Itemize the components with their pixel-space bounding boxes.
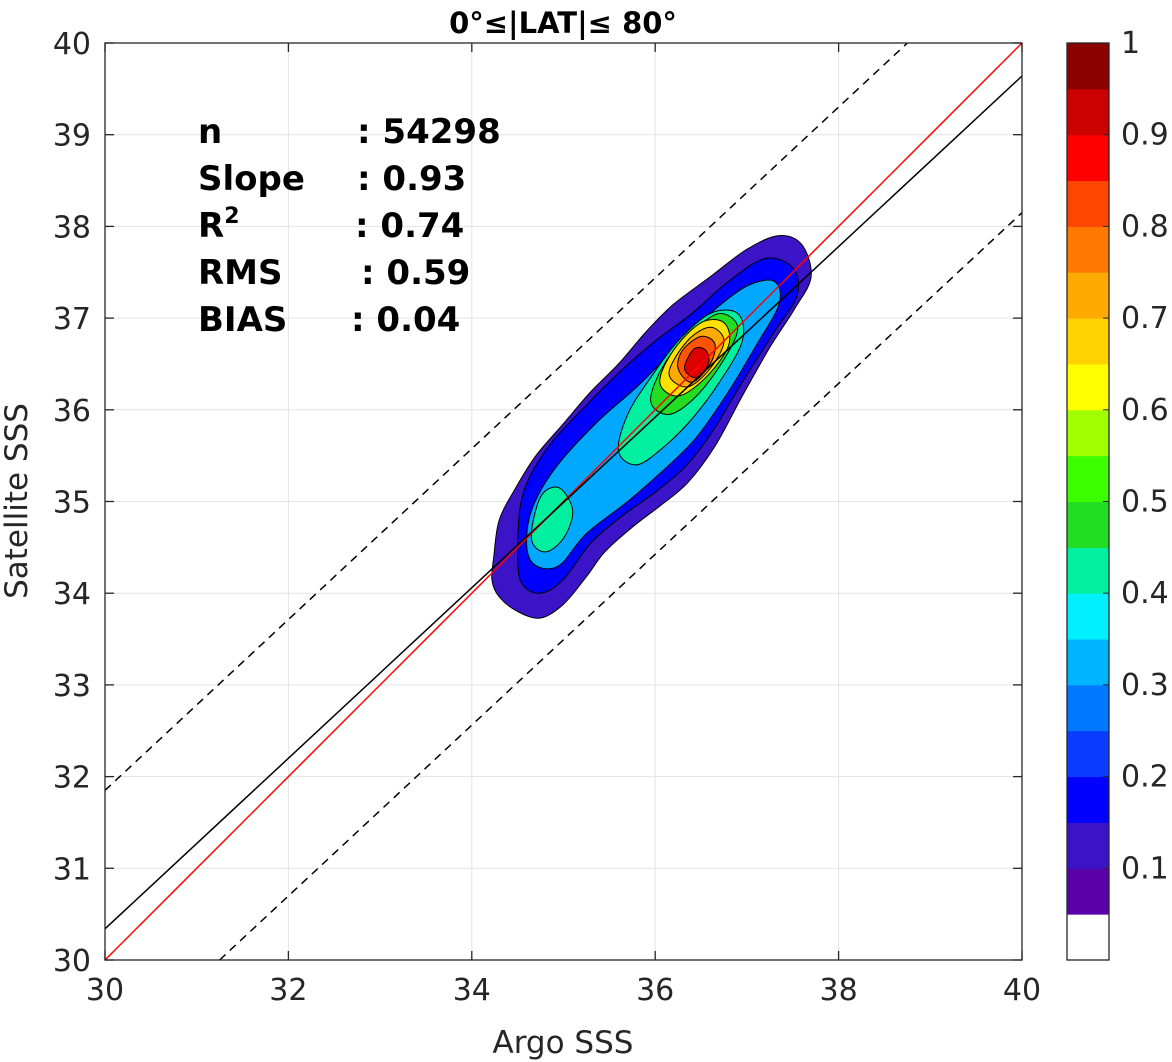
y-tick-label: 34 [53, 577, 91, 612]
colorbar-segment [1067, 501, 1109, 548]
colorbar: 1 0.9 0.8 0.7 0.6 0.5 0.4 0.3 0.2 0.1 [1066, 26, 1169, 961]
x-tick-label: 32 [269, 973, 307, 1008]
stat-value: : 0.59 [361, 253, 470, 293]
x-tick-label: 38 [820, 973, 858, 1008]
stat-label: n [198, 112, 222, 152]
grid [105, 43, 1022, 960]
statistics-block: n : 54298 Slope : 0.93 R2 : 0.74 RMS : 0.59 BIAS… [198, 112, 501, 340]
upper-bound-line [104, 42, 908, 791]
colorbar-segment [1067, 455, 1109, 502]
stat-label: Slope [198, 159, 305, 199]
stat-label: BIAS [198, 300, 287, 340]
axis-ticks: 30 32 34 36 38 40 30 31 32 33 34 35 36 37 38 39 40 [53, 27, 1041, 1008]
x-tick-label: 30 [86, 973, 124, 1008]
stat-value: : 0.74 [355, 206, 464, 246]
colorbar-tick-label: 0.3 [1121, 668, 1169, 703]
colorbar-tick-label: 0.4 [1121, 576, 1169, 611]
y-tick-label: 31 [53, 852, 91, 887]
stat-value: : 54298 [357, 112, 501, 152]
stat-value: : 0.93 [357, 159, 466, 199]
colorbar-segment [1067, 318, 1109, 365]
y-tick-label: 38 [53, 210, 91, 245]
stat-value: : 0.04 [351, 300, 460, 340]
x-tick-label: 36 [636, 973, 674, 1008]
x-axis-label: Argo SSS [493, 1025, 634, 1061]
lower-bound-line [219, 212, 1023, 961]
stat-label: RMS [198, 253, 283, 293]
colorbar-segment [1067, 409, 1109, 457]
colorbar-segment [1067, 639, 1109, 686]
colorbar-segment [1067, 272, 1109, 319]
colorbar-segment [1067, 868, 1109, 915]
y-tick-label: 40 [53, 27, 91, 62]
chart-title: 0°≤|LAT|≤ 80° [449, 6, 677, 40]
colorbar-segment [1067, 88, 1109, 136]
superscript: 2 [224, 204, 239, 229]
colorbar-segment [1067, 776, 1109, 823]
y-axis-label: Satellite SSS [0, 403, 35, 599]
colorbar-segment [1067, 43, 1109, 90]
colorbar-tick-label: 0.9 [1121, 118, 1169, 153]
reference-lines [104, 42, 1023, 961]
colorbar-segment [1067, 363, 1109, 411]
y-tick-label: 33 [53, 669, 91, 704]
y-tick-label: 35 [53, 486, 91, 521]
colorbar-tick-label: 0.6 [1121, 393, 1169, 428]
y-tick-label: 36 [53, 394, 91, 429]
stat-label: R2 [198, 204, 240, 246]
density-contours [491, 234, 812, 619]
x-tick-label: 34 [453, 973, 491, 1008]
colorbar-segment [1067, 914, 1109, 961]
colorbar-segment [1067, 593, 1109, 640]
colorbar-segment [1067, 226, 1109, 273]
colorbar-tick-label: 0.2 [1121, 760, 1169, 795]
colorbar-segment [1067, 822, 1109, 869]
y-tick-label: 30 [53, 944, 91, 979]
colorbar-segment [1067, 180, 1109, 227]
regression-line [104, 75, 1023, 930]
colorbar-tick-label: 0.5 [1121, 485, 1169, 520]
y-tick-label: 32 [53, 761, 91, 796]
colorbar-segment [1067, 730, 1109, 778]
colorbar-segment [1067, 547, 1109, 594]
colorbar-tick-label: 0.1 [1121, 851, 1169, 886]
colorbar-segment [1067, 134, 1109, 182]
y-tick-label: 39 [53, 119, 91, 154]
colorbar-tick-label: 0.8 [1121, 209, 1169, 244]
colorbar-tick-label: 0.7 [1121, 301, 1169, 336]
y-tick-label: 37 [53, 302, 91, 337]
colorbar-tick-label: 1 [1121, 26, 1140, 61]
x-tick-label: 40 [1003, 973, 1041, 1008]
colorbar-segment [1067, 684, 1109, 732]
